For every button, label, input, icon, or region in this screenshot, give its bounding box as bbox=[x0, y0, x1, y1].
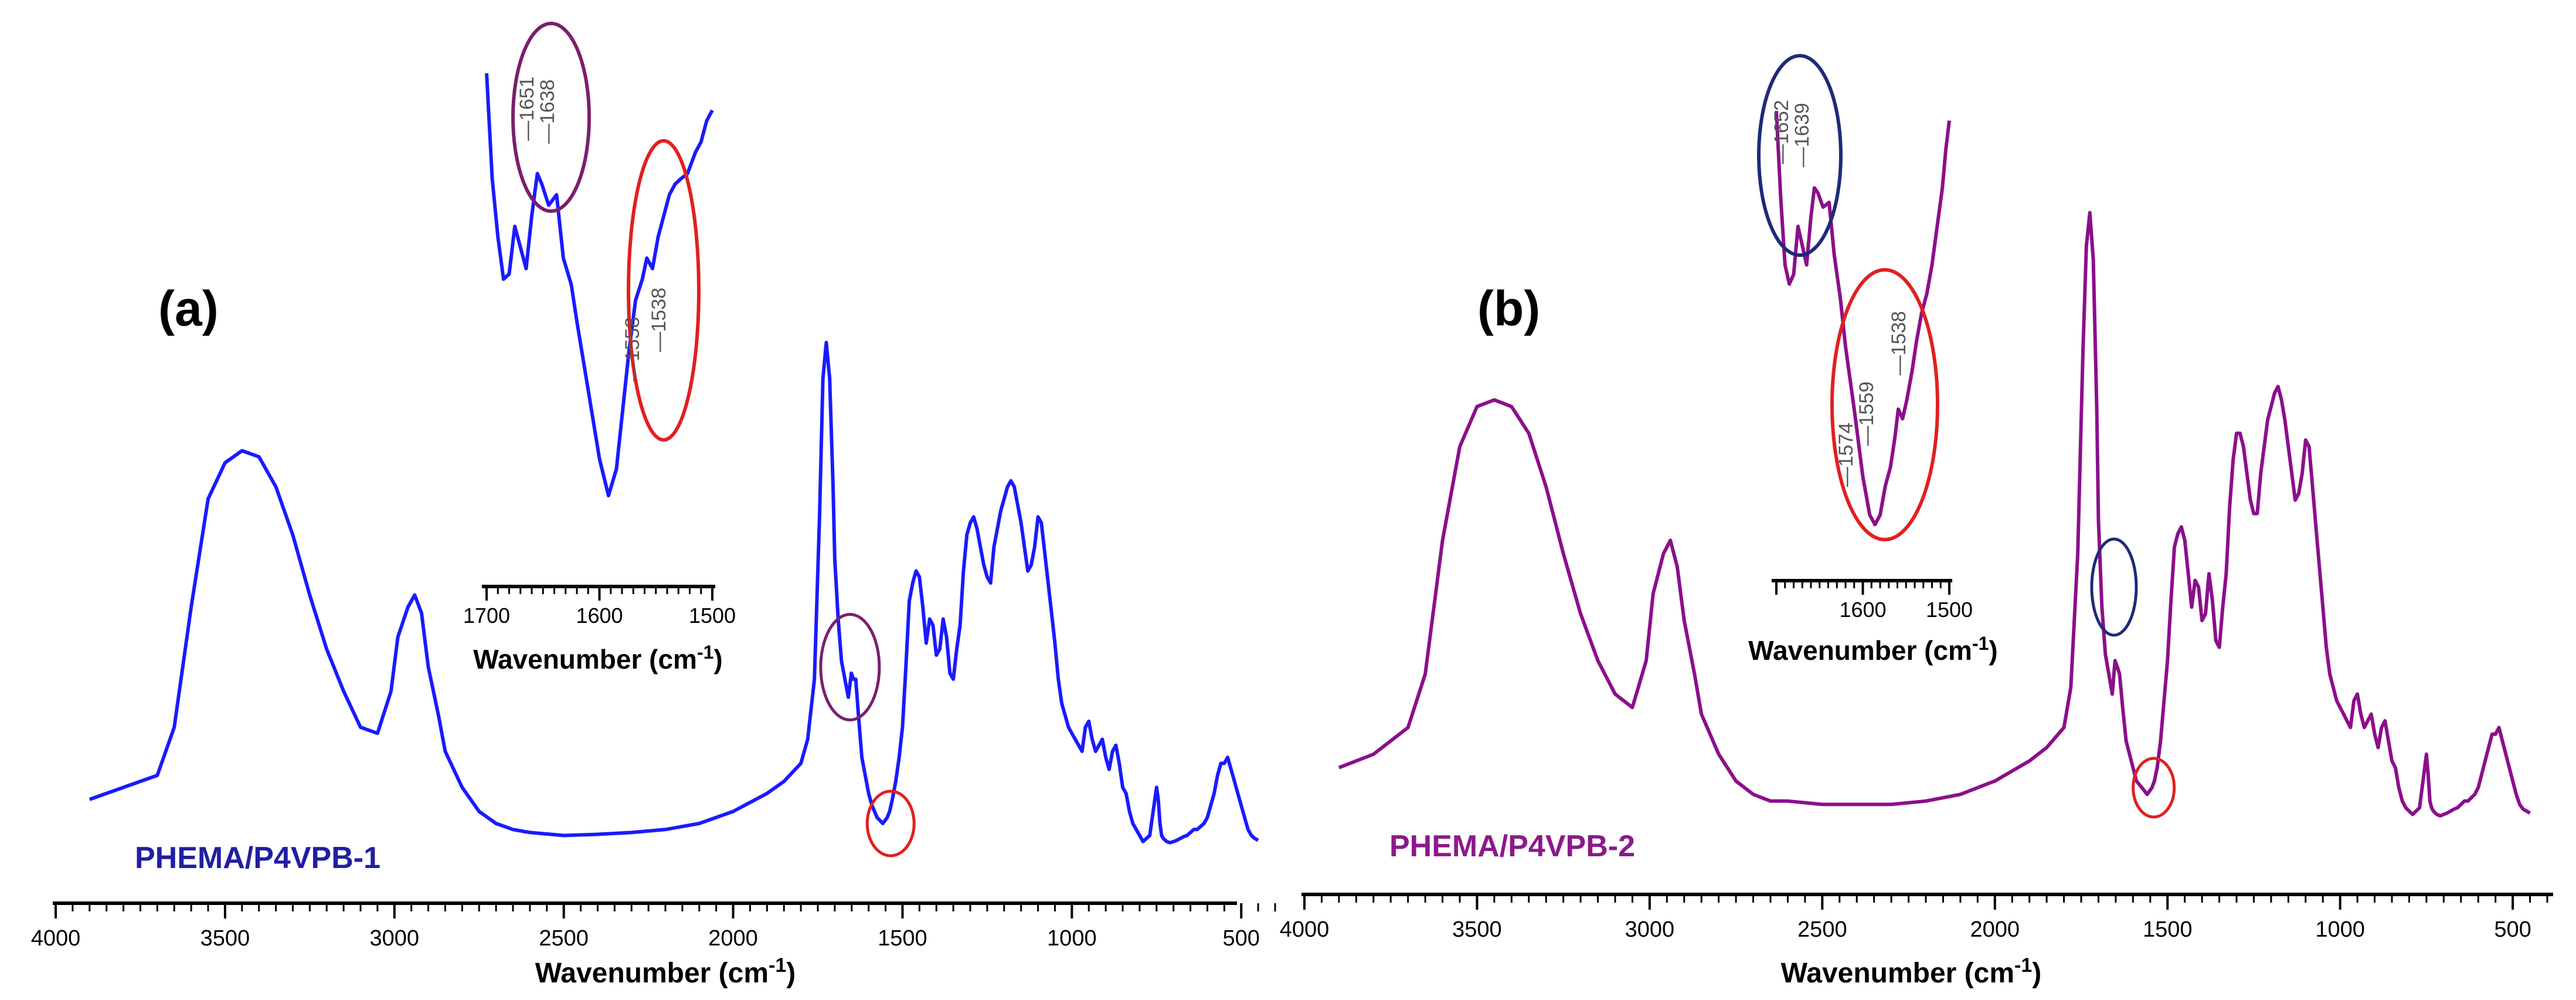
inset-peak-labels-b: —1652—1639 —1574—1559 —1538 bbox=[1770, 100, 1910, 487]
inset-x-tick-label: 1600 bbox=[1839, 598, 1886, 622]
inset-plot-a: —1651—1638 —1558 —1538 1700 1600 1500 Wavenu… bbox=[463, 22, 736, 674]
peak-label: —1538 bbox=[648, 287, 670, 352]
panel-a: (a) PHEMA/P4VPB-1 4000 3500 3000 2500 2000 15… bbox=[31, 22, 1276, 989]
inset-highlight-circle bbox=[627, 139, 701, 442]
x-tick-label: 500 bbox=[2494, 917, 2531, 942]
x-tick-label: 3500 bbox=[1452, 917, 1502, 942]
main-highlight-circles-a bbox=[819, 613, 916, 857]
peak-label: —1538 bbox=[1888, 311, 1910, 375]
x-axis-title-a: Wavenumber (cm-1) bbox=[535, 954, 796, 989]
main-highlight-circle bbox=[819, 613, 881, 721]
inset-plot-b: —1652—1639 —1574—1559 —1538 1600 1500 Waven… bbox=[1748, 54, 1998, 666]
x-axis-title-b: Wavenumber (cm-1) bbox=[1781, 954, 2042, 989]
sample-label-a: PHEMA/P4VPB-1 bbox=[135, 841, 380, 875]
x-tick-label: 1000 bbox=[2315, 917, 2365, 942]
panel-letter-a: (a) bbox=[158, 281, 219, 336]
x-tick-label: 2500 bbox=[539, 926, 589, 951]
panel-letter-b: (b) bbox=[1477, 281, 1540, 336]
x-tick-label: 4000 bbox=[1280, 917, 1330, 942]
x-tick-label: 1500 bbox=[2143, 917, 2193, 942]
inset-x-tick-label: 1600 bbox=[576, 604, 623, 628]
x-tick-label: 3500 bbox=[200, 926, 250, 951]
main-highlight-circles-b bbox=[2090, 537, 2176, 819]
peak-label: —1558 bbox=[621, 317, 644, 381]
inset-highlight-circle bbox=[511, 22, 591, 213]
x-tick-label: 4000 bbox=[31, 926, 81, 951]
inset-highlight-circles-b bbox=[1757, 54, 1939, 541]
x-tick-label: 2500 bbox=[1797, 917, 1847, 942]
peak-label: —1638 bbox=[536, 79, 559, 144]
peak-label: —1651 bbox=[516, 76, 538, 141]
inset-spectrum-line-a bbox=[485, 73, 714, 497]
inset-highlight-circles-a bbox=[511, 22, 701, 442]
x-tick-label: 1500 bbox=[878, 926, 927, 951]
x-axis-b: 4000 3500 3000 2500 2000 1500 1000 500 bbox=[1280, 893, 2553, 942]
inset-highlight-circle bbox=[1830, 268, 1939, 541]
peak-label: —1574 bbox=[1835, 422, 1857, 487]
inset-x-axis-title-b: Wavenumber (cm-1) bbox=[1748, 633, 1998, 666]
inset-x-axis-title-a: Wavenumber (cm-1) bbox=[473, 642, 723, 674]
spectrum-line-a bbox=[89, 341, 1259, 845]
x-tick-label: 2000 bbox=[708, 926, 758, 951]
x-tick-label: 3000 bbox=[1625, 917, 1675, 942]
inset-x-axis-a: 1700 1600 1500 bbox=[463, 585, 736, 628]
peak-label: —1652 bbox=[1770, 100, 1793, 164]
x-tick-label: 500 bbox=[1223, 926, 1260, 951]
spectrum-line-b bbox=[1338, 211, 2531, 818]
inset-x-axis-b: 1600 1500 bbox=[1772, 579, 1973, 622]
inset-x-tick-label: 1700 bbox=[463, 604, 510, 628]
inset-x-tick-label: 1500 bbox=[689, 604, 736, 628]
main-highlight-circle bbox=[2132, 757, 2176, 819]
x-axis-a: 4000 3500 3000 2500 2000 1500 1000 500 bbox=[31, 901, 1276, 951]
sample-label-b: PHEMA/P4VPB-2 bbox=[1389, 829, 1635, 863]
main-highlight-circle bbox=[2090, 537, 2138, 637]
x-tick-label: 2000 bbox=[1970, 917, 2020, 942]
peak-label: —1559 bbox=[1855, 381, 1878, 446]
inset-highlight-circle bbox=[1757, 54, 1843, 257]
main-highlight-circle bbox=[865, 789, 916, 857]
inset-peak-labels-a: —1651—1638 —1558 —1538 bbox=[516, 76, 670, 381]
peak-label: —1639 bbox=[1791, 103, 1813, 167]
x-tick-label: 3000 bbox=[370, 926, 420, 951]
x-tick-label: 1000 bbox=[1047, 926, 1097, 951]
inset-x-tick-label: 1500 bbox=[1926, 598, 1973, 622]
panel-b: (b) PHEMA/P4VPB-2 4000 3500 3000 2500 2000 15… bbox=[1280, 54, 2553, 989]
